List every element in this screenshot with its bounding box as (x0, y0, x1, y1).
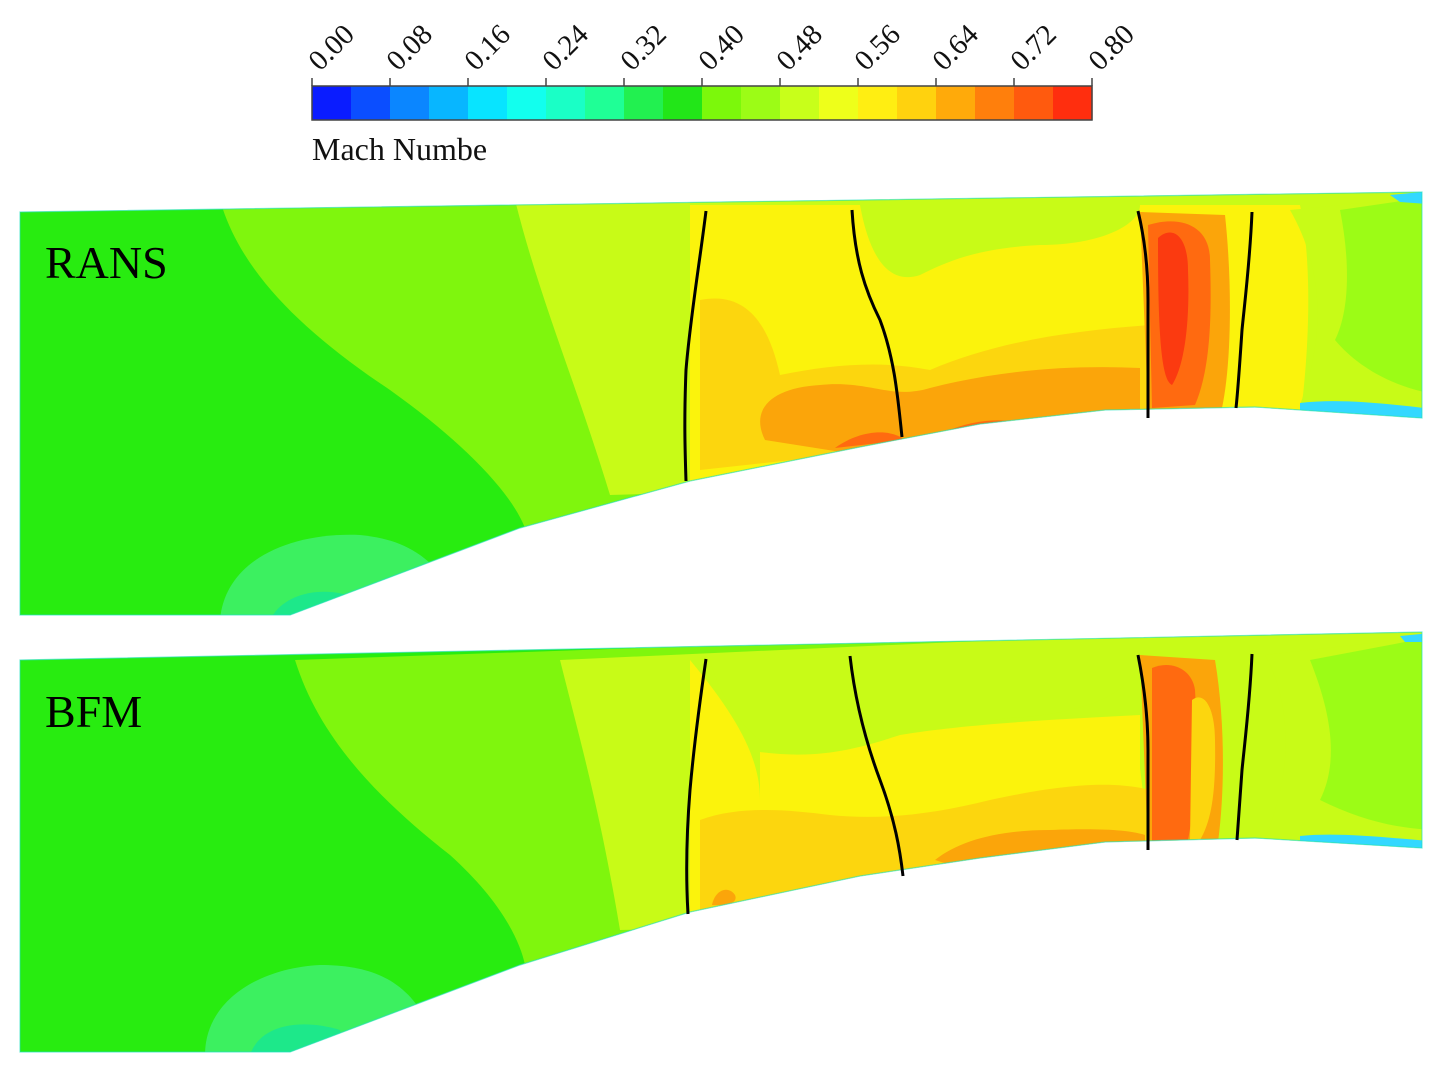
colorbar-tick-label: 0.24 (536, 18, 595, 77)
contour-region-lime (1310, 635, 1422, 830)
blade-row-line (1235, 653, 1254, 841)
contour-region-light-orange (1190, 697, 1216, 840)
blade-row-line (850, 209, 904, 438)
contour-region-lime (1335, 195, 1422, 395)
colorbar-cell (390, 86, 430, 120)
contour-boundary-outline (19, 631, 1423, 1053)
colorbar-cells (311, 78, 1093, 120)
colorbar-cell (507, 86, 547, 120)
colorbar-cell (897, 86, 937, 120)
colorbar-title: Mach Numbe (312, 131, 487, 167)
colorbar-cell (663, 86, 703, 120)
contour-region-orange (712, 889, 736, 906)
contour-region-red (1158, 232, 1189, 385)
colorbar-tick-label: 0.00 (302, 18, 361, 77)
colorbar-tick-label: 0.08 (380, 18, 439, 77)
colorbar-tick-label: 0.32 (614, 18, 673, 77)
colorbar-cell (858, 86, 898, 120)
colorbar-cell (741, 86, 781, 120)
contour-region-orange (760, 367, 1140, 455)
blade-row-line (848, 655, 905, 877)
colorbar-cell (936, 86, 976, 120)
colorbar-cell (624, 86, 664, 120)
colorbar-cell (468, 86, 508, 120)
blade-row-line (1136, 654, 1150, 850)
contour-edge-cyan (1300, 401, 1422, 420)
contour-region-red-orange (1152, 664, 1197, 848)
colorbar-cell (702, 86, 742, 120)
colorbar-tick-label: 0.16 (458, 18, 517, 77)
colorbar-cell (1053, 86, 1093, 120)
blade-row-line (683, 210, 708, 482)
blade-row-line (685, 658, 708, 915)
colorbar-tick-label: 0.56 (848, 18, 907, 77)
colorbar-cell (780, 86, 820, 120)
contour-edge-cyan (1400, 632, 1422, 642)
colorbar-cell (819, 86, 859, 120)
bfm-contour-panel: BFM (19, 631, 1423, 1053)
colorbar-cell (429, 86, 469, 120)
colorbar-cell (585, 86, 625, 120)
colorbar-tick-label: 0.64 (926, 18, 985, 77)
contour-edge-cyan (1390, 192, 1422, 205)
blade-row-line (1234, 211, 1254, 409)
panel-label-rans: RANS (45, 237, 168, 288)
colorbar-tick-label: 0.72 (1004, 18, 1063, 77)
contour-boundary-outline (19, 191, 1423, 616)
contour-region-yellow-green (710, 660, 1140, 765)
colorbar-cell (1014, 86, 1054, 120)
contour-region-light-orange (700, 784, 1150, 910)
colorbar-tick-label: 0.48 (770, 18, 829, 77)
colorbar-tick-labels: 0.00 0.08 0.16 0.24 0.32 0.40 0.48 0.56 … (302, 18, 1141, 77)
contour-region-yellow-green (860, 205, 1140, 278)
colorbar-cell (351, 86, 391, 120)
colorbar-cell (975, 86, 1015, 120)
colorbar-legend: 0.00 0.08 0.16 0.24 0.32 0.40 0.48 0.56 … (302, 18, 1141, 167)
colorbar-tick-label: 0.40 (692, 18, 751, 77)
contour-region-yellow (760, 715, 1140, 810)
colorbar-frame (311, 85, 1093, 121)
colorbar-cell (312, 86, 352, 120)
colorbar-cell (546, 86, 586, 120)
panel-label-bfm: BFM (45, 686, 142, 737)
rans-contour-panel: RANS (19, 191, 1423, 616)
colorbar-tick-label: 0.80 (1082, 18, 1141, 77)
blade-row-line (1136, 210, 1150, 418)
contour-region-red-orange (835, 432, 905, 448)
